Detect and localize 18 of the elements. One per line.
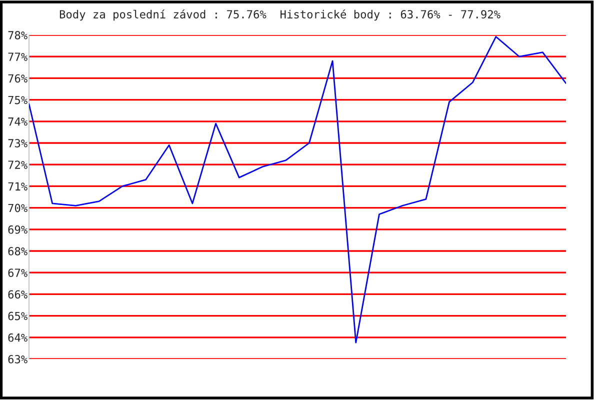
- y-tick-label: 68%: [8, 247, 28, 256]
- y-tick-label: 63%: [8, 355, 28, 364]
- y-tick-label: 70%: [8, 204, 28, 212]
- y-tick-label: 74%: [8, 118, 28, 126]
- y-tick-label: 77%: [8, 52, 28, 61]
- y-tick-label: 75%: [8, 96, 28, 104]
- y-tick-label: 73%: [8, 139, 28, 148]
- y-tick-label: 69%: [8, 225, 28, 234]
- y-tick-label: 65%: [8, 312, 28, 320]
- y-tick-label: 66%: [8, 290, 28, 299]
- chart-title: Body za poslední závod : 75.76% Historické body : 63.76% - 77.92%: [60, 9, 500, 21]
- y-tick-label: 67%: [8, 268, 28, 278]
- line-series: [29, 36, 566, 344]
- y-tick-label: 64%: [8, 333, 28, 342]
- y-tick-label: 78%: [8, 31, 28, 40]
- y-tick-label: 72%: [8, 160, 28, 169]
- y-tick-label: 71%: [8, 182, 28, 190]
- y-tick-label: 76%: [8, 74, 28, 83]
